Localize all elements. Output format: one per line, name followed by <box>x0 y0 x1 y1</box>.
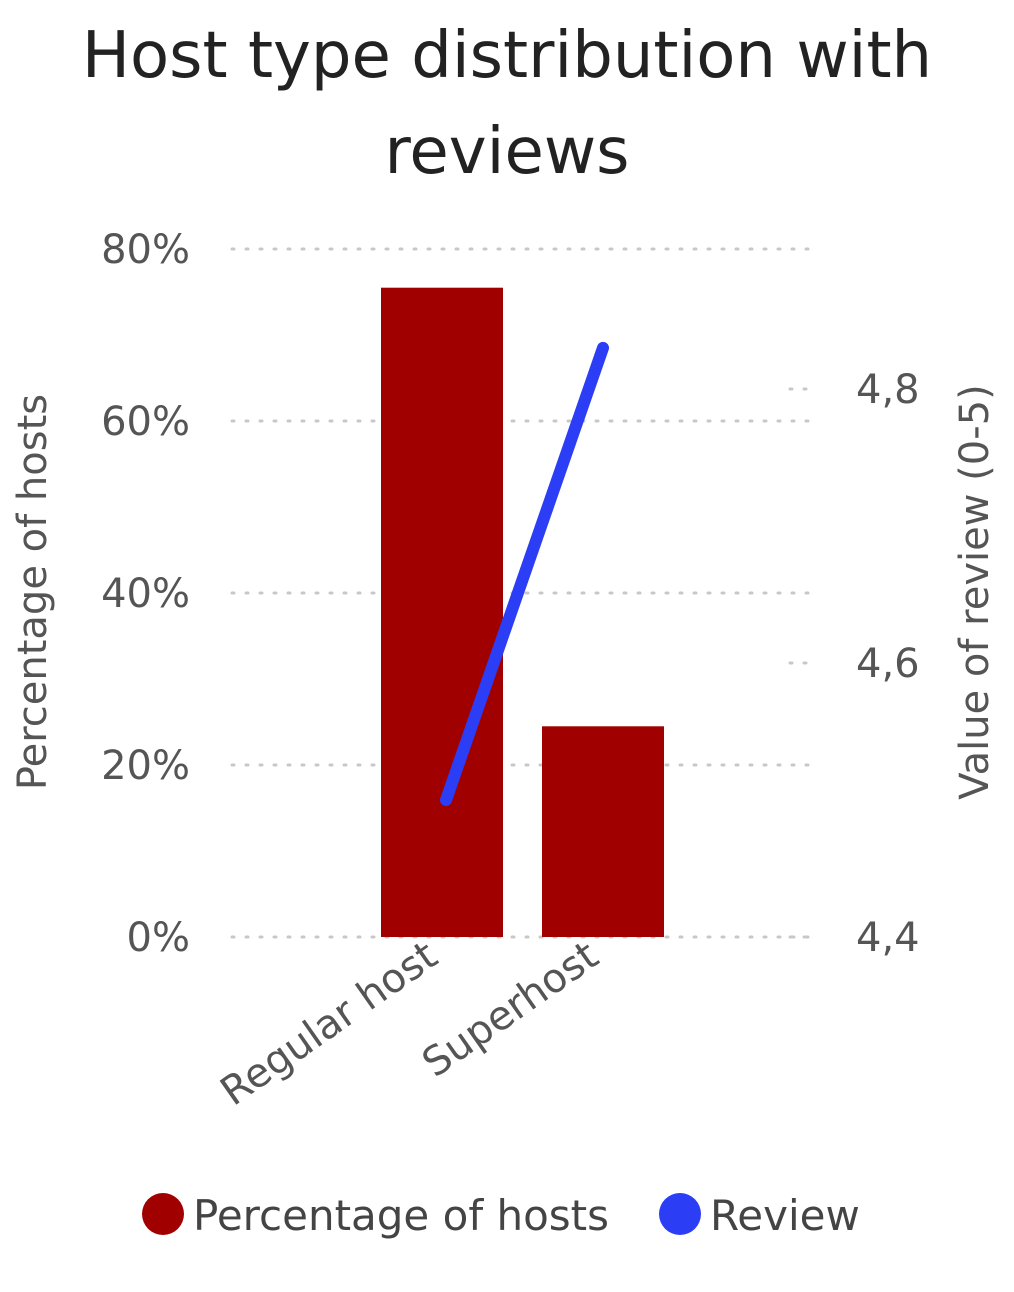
right-axis-title: Value of review (0-5) <box>952 384 998 799</box>
review-line-path <box>440 341 609 806</box>
legend-marker-review <box>659 1193 701 1235</box>
left-axis-ticks: 0% 20% 40% 60% 80% <box>101 227 190 961</box>
right-tick-label: 4,8 <box>856 367 920 413</box>
legend-marker-percentage <box>142 1193 184 1235</box>
left-tick-label: 80% <box>101 227 190 273</box>
left-tick-label: 0% <box>127 915 190 961</box>
bar-superhost <box>542 726 664 937</box>
legend-label-review: Review <box>710 1191 860 1240</box>
right-tick-label: 4,6 <box>856 641 920 687</box>
chart-title-line-1: Host type distribution with <box>81 19 933 93</box>
right-tick-label: 4,4 <box>856 915 920 961</box>
left-axis-title: Percentage of hosts <box>10 394 56 790</box>
bar-regular-host <box>381 287 503 937</box>
chart-title: Host type distribution with reviews <box>0 8 1014 200</box>
left-tick-label: 60% <box>101 399 190 445</box>
gridlines <box>230 247 817 939</box>
left-tick-label: 20% <box>101 743 190 789</box>
review-line <box>440 341 609 806</box>
left-tick-label: 40% <box>101 571 190 617</box>
bars <box>381 287 664 937</box>
x-tick-label-regular-host: Regular host <box>213 933 446 1116</box>
right-axis-ticks: 4,4 4,6 4,8 <box>856 367 920 961</box>
legend-label-percentage: Percentage of hosts <box>193 1191 609 1240</box>
legend: Percentage of hosts Review <box>142 1191 860 1240</box>
chart-title-line-2: reviews <box>384 115 630 189</box>
x-tick-label-superhost: Superhost <box>414 933 607 1087</box>
